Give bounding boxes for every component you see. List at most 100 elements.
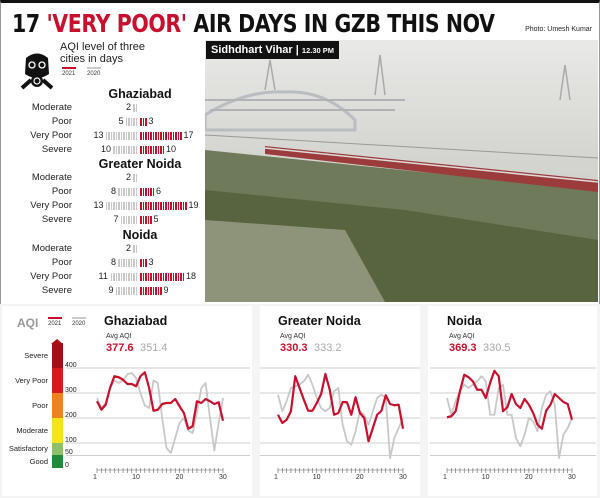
bar-2021-day	[165, 132, 167, 140]
bar-2021-day	[180, 132, 182, 140]
bar-2021-day	[145, 273, 147, 281]
row-label: Very Poor	[30, 200, 72, 211]
bar-2020-day	[133, 245, 135, 253]
bar-2020-day	[115, 132, 118, 140]
chart-title: Greater Noida	[278, 314, 361, 328]
row-label: Moderate	[31, 243, 72, 254]
bar-2020-day	[123, 273, 125, 281]
bar-2021-day	[155, 146, 157, 154]
bar-2021-day	[140, 287, 142, 295]
scale-tick: 100	[65, 437, 77, 444]
line-2020	[446, 375, 573, 459]
days-panel-title: AQI level of three cities in days	[60, 41, 145, 65]
bar-2020-day	[135, 287, 138, 295]
value-2020: 2	[126, 243, 132, 253]
bar-2021-day	[145, 188, 147, 196]
bar-2021-day	[155, 273, 157, 281]
bar-2021-day	[150, 273, 152, 281]
bar-2021-day	[160, 273, 162, 281]
bar-2021-day	[167, 273, 170, 281]
bar-2021-day	[140, 118, 142, 126]
line-2021	[277, 372, 405, 443]
bar-2020-day	[133, 174, 135, 182]
bar-2020-day	[135, 146, 138, 154]
bar-2021-day	[170, 273, 172, 281]
bar-2020-day	[123, 146, 125, 154]
value-2020: 11	[98, 271, 108, 281]
bar-2021-day	[142, 132, 145, 140]
bar-2020-day	[120, 188, 123, 196]
bar-2021-day	[150, 132, 152, 140]
photo-caption: Sidhdhart Vihar | 12.30 PM	[206, 41, 340, 59]
value-2020: 10	[101, 144, 112, 154]
avg-aqi-label: Avg AQI	[106, 333, 132, 340]
bar-2021-day	[165, 273, 167, 281]
bar-2021-day	[185, 202, 187, 210]
bar-2020-day	[133, 104, 135, 112]
bar-2020-day	[135, 216, 138, 224]
bar-2020-day	[110, 273, 113, 281]
city-heading: Noida	[122, 228, 158, 242]
scale-legend-2020: 2020	[72, 317, 86, 327]
scale-tick: 50	[65, 449, 73, 456]
scale-label: Moderate	[16, 425, 48, 435]
value-2021: 17	[183, 130, 194, 140]
scale-band-severe	[52, 343, 63, 368]
x-tick-label: 10	[481, 474, 490, 481]
bar-2020-day	[135, 174, 138, 182]
value-2020: 13	[93, 200, 104, 210]
legend-2021: 2021	[62, 67, 76, 77]
bar-2020-day	[123, 216, 125, 224]
bar-2021-day	[165, 202, 167, 210]
bar-2020-day	[130, 118, 133, 126]
bar-2021-day	[177, 202, 180, 210]
bar-2020-day	[120, 259, 123, 267]
bar-2020-day	[128, 259, 130, 267]
bar-2020-day	[113, 273, 115, 281]
bar-2021-day	[175, 273, 177, 281]
value-2020: 2	[126, 172, 132, 182]
bar-2020-day	[130, 259, 133, 267]
bar-2020-day	[128, 287, 130, 295]
bar-2021-day	[145, 216, 147, 224]
bar-2021-day	[172, 202, 175, 210]
bar-2021-day	[157, 273, 160, 281]
bar-2021-day	[140, 202, 142, 210]
bar-2020-day	[133, 132, 135, 140]
bar-2021-day	[177, 273, 180, 281]
bar-2020-day	[108, 132, 110, 140]
bar-2021-day	[170, 132, 172, 140]
scale-band-satisfactory	[52, 443, 63, 455]
bar-2020-day	[118, 146, 120, 154]
bar-2020-day	[130, 146, 133, 154]
bar-2020-day	[113, 146, 115, 154]
avg-aqi-label: Avg AQI	[280, 333, 306, 340]
bar-2021-day	[150, 202, 152, 210]
scale-arrow	[51, 339, 63, 344]
bar-2021-day	[140, 146, 142, 154]
bar-2021-day	[142, 259, 145, 267]
bar-2020-day	[133, 287, 135, 295]
bar-2020-day	[135, 188, 138, 196]
row-label: Very Poor	[30, 271, 72, 282]
bar-2021-day	[162, 273, 165, 281]
scale-label: Satisfactory	[8, 444, 48, 453]
bar-2020-day	[113, 132, 115, 140]
bar-2020-day	[120, 146, 123, 154]
x-tick-label: 20	[524, 474, 533, 481]
row-label: Severe	[41, 214, 72, 225]
bar-2021-day	[145, 202, 147, 210]
bar-2021-day	[142, 287, 145, 295]
bar-2020-day	[130, 273, 133, 281]
bar-2020-day	[120, 216, 123, 224]
x-tick-label: 10	[132, 474, 140, 481]
bar-2020-day	[135, 259, 138, 267]
bar-2020-day	[125, 188, 128, 196]
bar-2021-day	[160, 146, 162, 154]
bar-2021-day	[182, 202, 185, 210]
bar-2020-day	[135, 245, 138, 253]
bar-2020-day	[113, 202, 115, 210]
bar-2021-day	[147, 273, 150, 281]
photo-credit: Photo: Umesh Kumar	[525, 26, 592, 33]
bar-2020-day	[118, 273, 120, 281]
